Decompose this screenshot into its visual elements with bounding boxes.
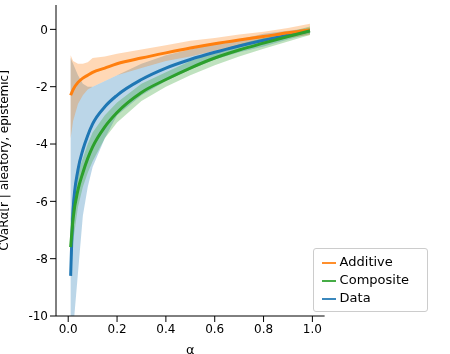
svg-text:CVaRα[r | aleatory, epistemic]: CVaRα[r | aleatory, epistemic] bbox=[8, 70, 11, 251]
svg-text:-4: -4 bbox=[36, 137, 48, 151]
svg-text:-8: -8 bbox=[36, 252, 48, 266]
svg-text:0.6: 0.6 bbox=[205, 322, 224, 336]
svg-text:0.2: 0.2 bbox=[108, 322, 127, 336]
svg-text:-6: -6 bbox=[36, 195, 48, 209]
html-text:Composite: Composite bbox=[339, 272, 409, 287]
svg-text:0.0: 0.0 bbox=[59, 322, 78, 336]
html-text:Data: Data bbox=[339, 290, 371, 305]
svg-text:α: α bbox=[186, 342, 195, 354]
svg-text:0: 0 bbox=[40, 23, 48, 37]
html-text:Additive: Additive bbox=[339, 254, 393, 269]
svg-text:0.8: 0.8 bbox=[254, 322, 273, 336]
svg-text:1.0: 1.0 bbox=[303, 322, 322, 336]
svg-text:0.4: 0.4 bbox=[156, 322, 175, 336]
svg-text:-2: -2 bbox=[36, 80, 48, 94]
svg-text:-10: -10 bbox=[28, 309, 48, 323]
